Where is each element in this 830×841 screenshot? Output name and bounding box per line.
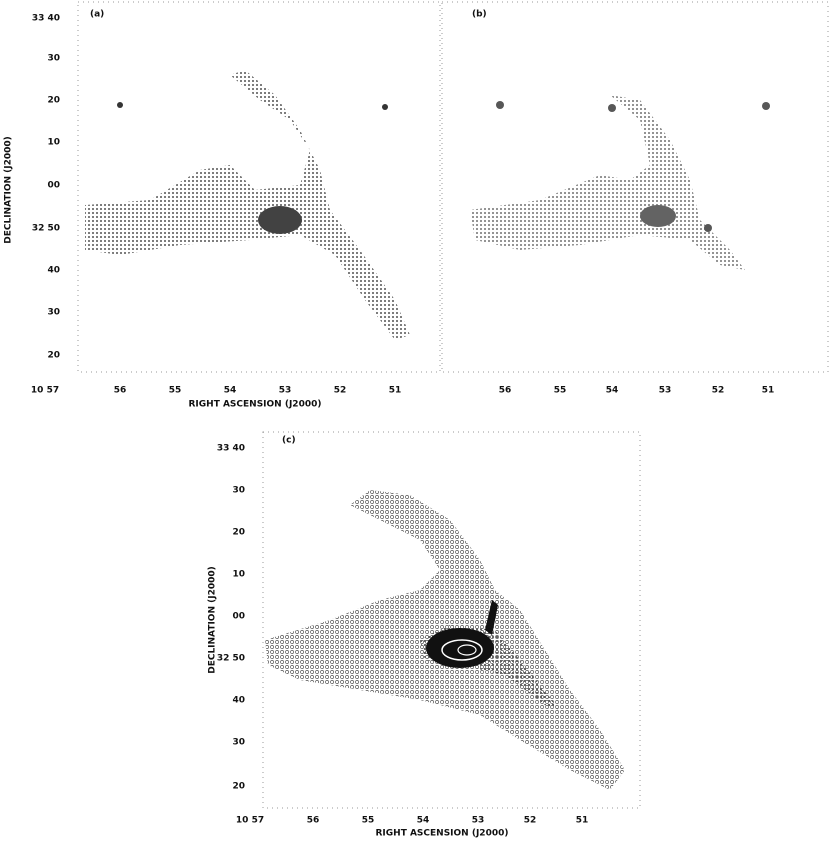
y-axis-label: DECLINATION (J2000) — [4, 136, 14, 244]
y-axis-label: DECLINATION (J2000) — [208, 566, 218, 674]
y-tick-label: 00 — [232, 612, 245, 622]
y-tick-label: 10 — [232, 570, 245, 580]
panel-frame — [77, 1, 441, 373]
nebula-image — [265, 490, 625, 790]
x-tick-label: 51 — [389, 386, 402, 396]
x-tick-label: 53 — [279, 386, 292, 396]
y-tick-label: 20 — [232, 782, 245, 792]
y-tick-label: 30 — [47, 54, 60, 64]
y-tick-label: 20 — [47, 96, 60, 106]
x-tick-label: 52 — [334, 386, 347, 396]
x-axis-label: RIGHT ASCENSION (J2000) — [189, 400, 322, 410]
y-tick-label: 33 40 — [32, 14, 60, 24]
x-tick-label: 55 — [169, 386, 182, 396]
y-tick-label: 10 — [47, 138, 60, 148]
x-tick-label: 56 — [499, 386, 512, 396]
x-tick-label: 10 57 — [31, 386, 59, 396]
x-tick-label: 51 — [576, 816, 589, 826]
y-tick-label: 20 — [47, 351, 60, 361]
y-tick-label: 33 40 — [217, 444, 245, 454]
x-tick-label: 55 — [554, 386, 567, 396]
x-tick-label: 52 — [712, 386, 725, 396]
x-tick-label: 10 57 — [236, 816, 264, 826]
x-tick-label: 54 — [417, 816, 430, 826]
x-axis-label: RIGHT ASCENSION (J2000) — [376, 829, 509, 839]
nebula-image — [470, 95, 770, 270]
y-tick-label: 32 50 — [32, 224, 60, 234]
panel-frame — [262, 431, 641, 809]
y-tick-label: 30 — [47, 308, 60, 318]
x-tick-label: 51 — [762, 386, 775, 396]
y-tick-label: 40 — [47, 266, 60, 276]
y-tick-label: 30 — [232, 486, 245, 496]
y-tick-label: 32 50 — [217, 654, 245, 664]
y-tick-label: 00 — [47, 181, 60, 191]
x-tick-label: 52 — [524, 816, 537, 826]
x-tick-label: 54 — [224, 386, 237, 396]
x-tick-label: 53 — [472, 816, 485, 826]
nebula-image — [85, 70, 410, 340]
y-tick-label: 30 — [232, 738, 245, 748]
x-tick-label: 53 — [659, 386, 672, 396]
x-tick-label: 54 — [606, 386, 619, 396]
x-tick-label: 55 — [362, 816, 375, 826]
x-tick-label: 56 — [114, 386, 127, 396]
y-tick-label: 20 — [232, 528, 245, 538]
x-tick-label: 56 — [307, 816, 320, 826]
panel-frame — [441, 1, 829, 373]
panel-label: (b) — [472, 10, 487, 20]
panel-label: (a) — [90, 10, 104, 20]
y-tick-label: 40 — [232, 696, 245, 706]
panel-label: (c) — [282, 436, 296, 446]
